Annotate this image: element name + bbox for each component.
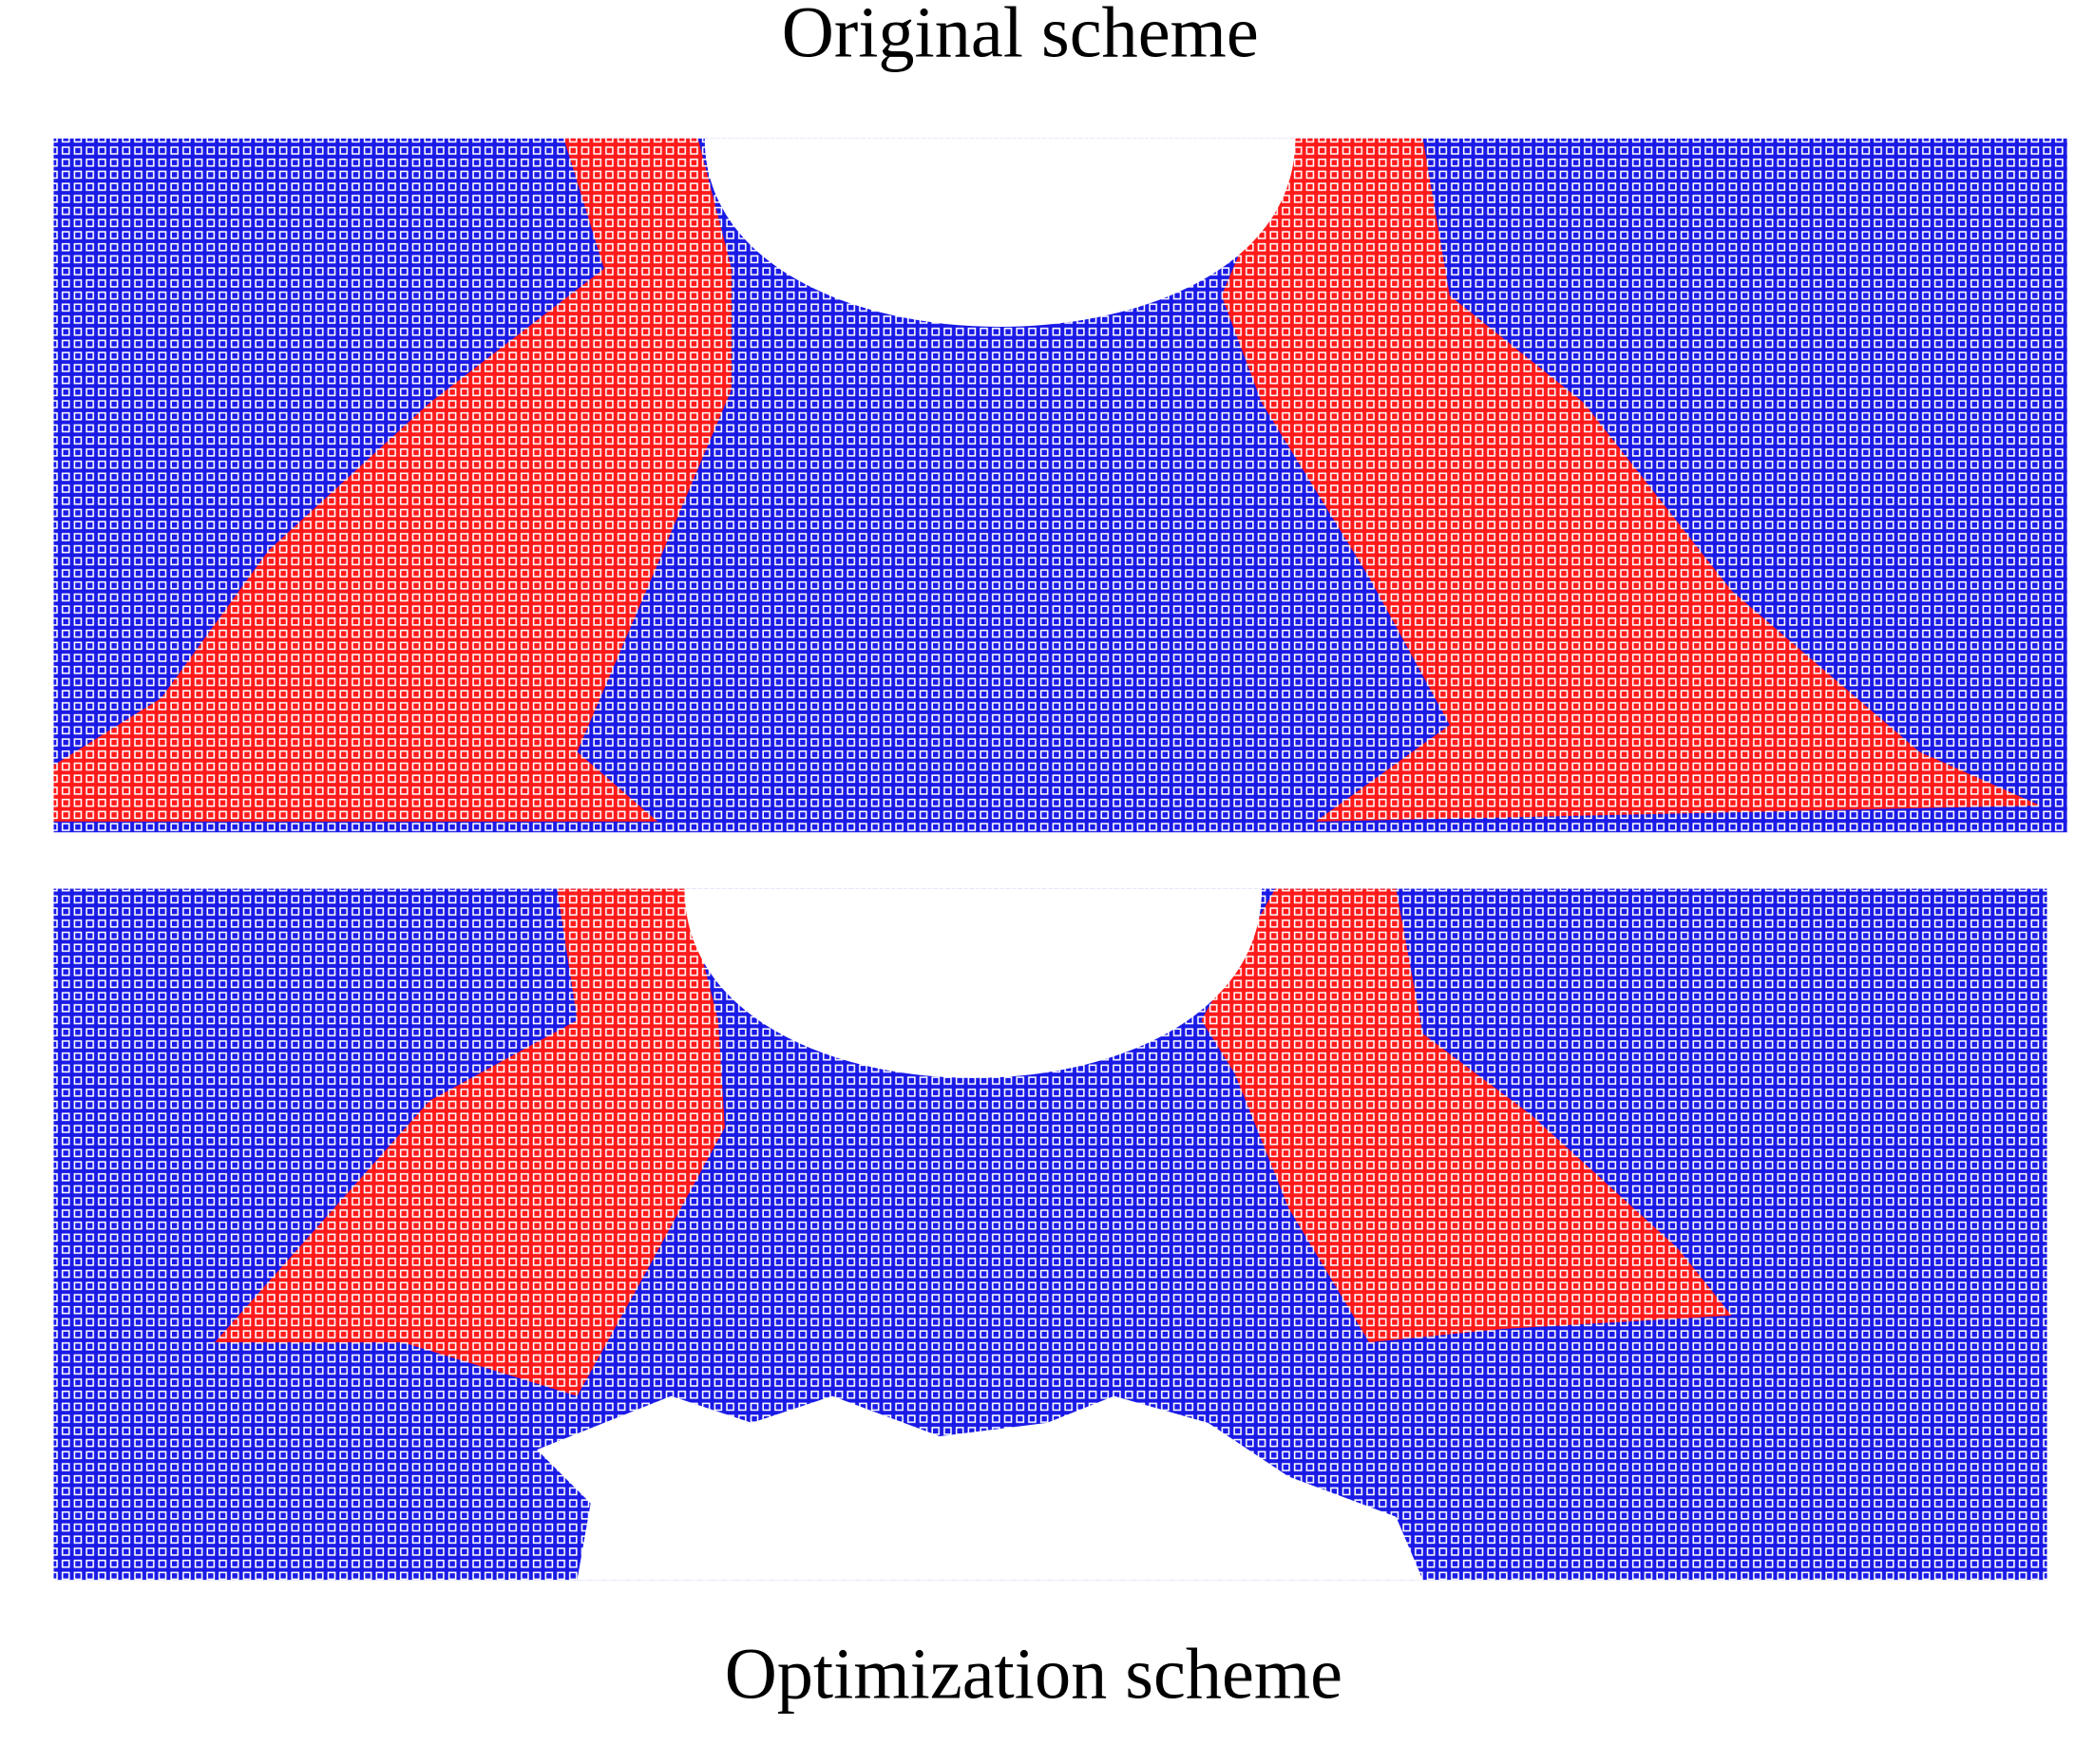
shear-band: [1201, 888, 1732, 1343]
top-panel: [53, 138, 2067, 833]
caption: Optimization scheme: [725, 1633, 1342, 1714]
opening: [704, 138, 1296, 327]
caption: Original scheme: [782, 0, 1259, 73]
shear-band: [1221, 138, 2041, 822]
bottom-panel: [53, 888, 2047, 1581]
shear-band: [53, 138, 732, 822]
opening: [684, 888, 1263, 1078]
void-region: [537, 1395, 1423, 1581]
shear-band: [215, 888, 725, 1396]
